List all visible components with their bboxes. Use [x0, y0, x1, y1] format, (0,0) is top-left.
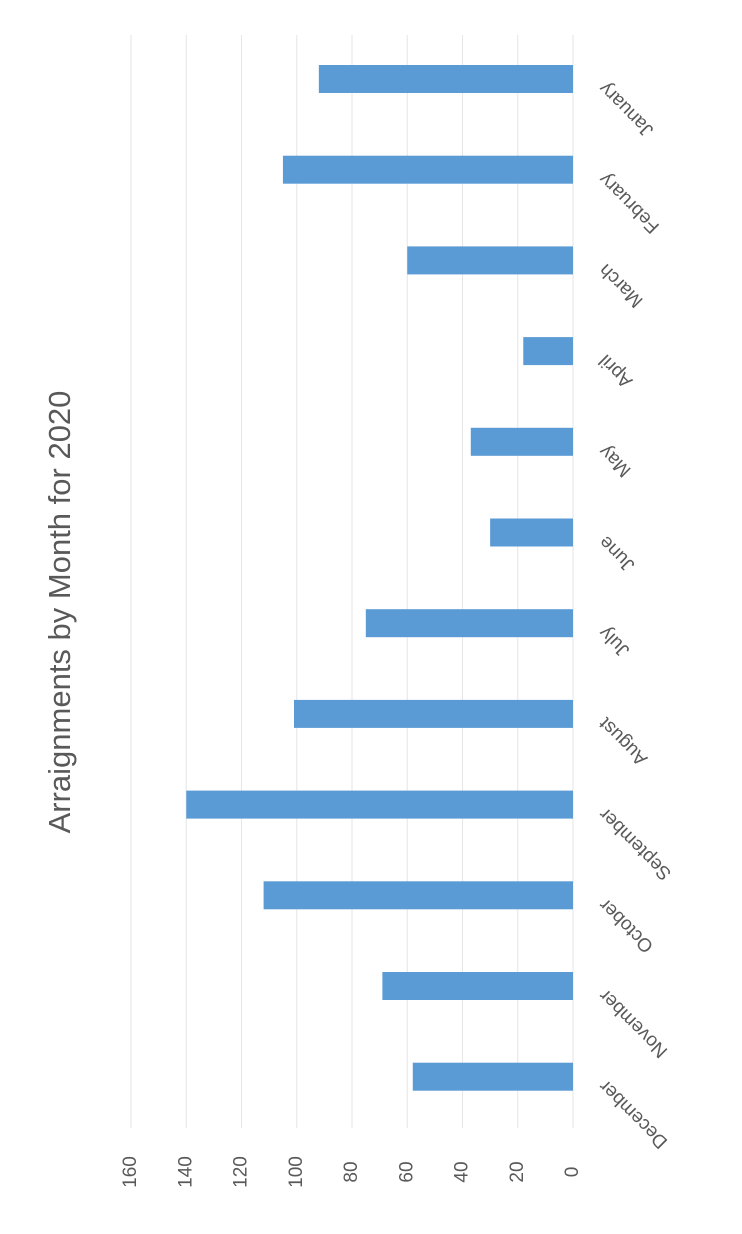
chart-title: Arraignments by Month for 2020 [42, 391, 77, 834]
bar-october [263, 881, 573, 910]
gridlines [130, 35, 574, 1128]
bar-november [382, 972, 573, 1000]
bars [186, 65, 573, 1091]
y-tick-labels: 0 20 40 60 80 100 120 140 160 [120, 1156, 583, 1188]
y-tick-label: 60 [396, 1161, 417, 1182]
y-tick-label: 140 [175, 1156, 196, 1188]
bar-september [186, 790, 573, 819]
y-tick-label: 40 [452, 1161, 473, 1182]
y-tick-label: 20 [507, 1161, 528, 1182]
bar-january [318, 65, 573, 93]
y-tick-label: 0 [562, 1167, 583, 1178]
bar-may [470, 427, 573, 456]
bar-august [293, 699, 573, 728]
bar-february [282, 155, 573, 184]
bar-june [490, 518, 573, 547]
bar-march [407, 246, 573, 275]
y-tick-label: 100 [286, 1156, 307, 1188]
bar-july [365, 609, 573, 638]
y-tick-label: 120 [231, 1156, 252, 1188]
y-tick-label: 80 [341, 1161, 362, 1182]
bar-december [412, 1062, 573, 1091]
bar-april [523, 337, 573, 366]
y-tick-label: 160 [120, 1156, 141, 1188]
